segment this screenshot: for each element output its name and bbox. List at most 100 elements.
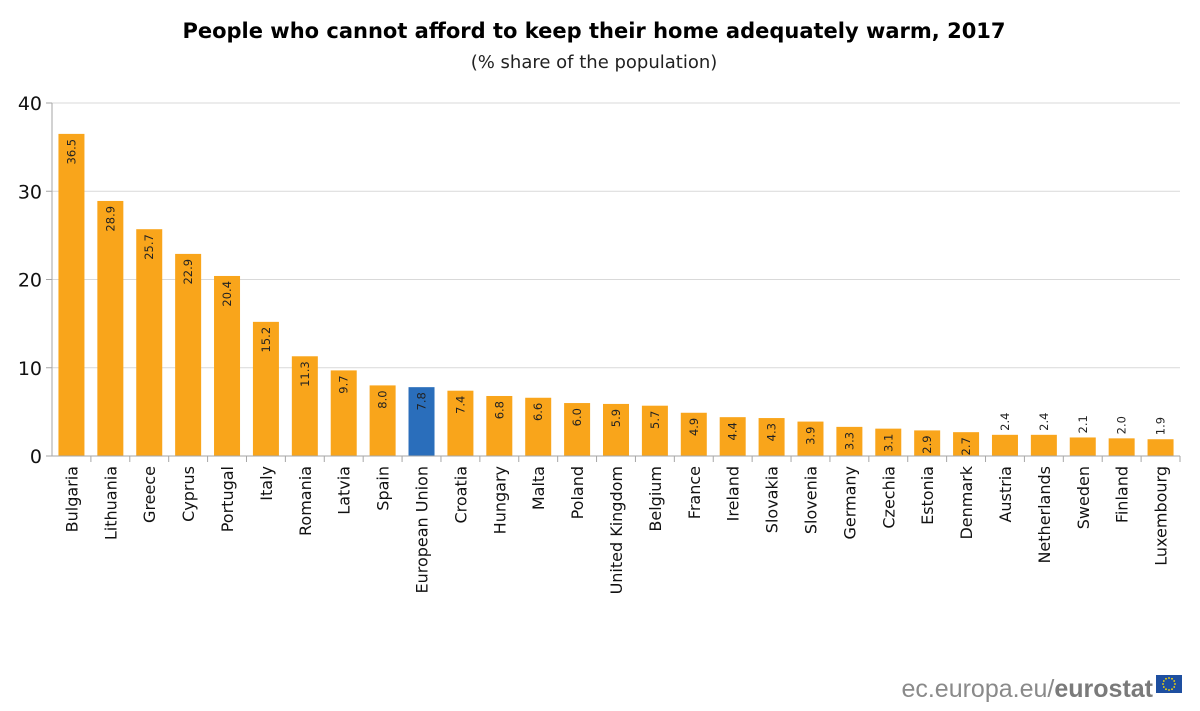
eu-star bbox=[1165, 688, 1167, 691]
x-tick-label: Estonia bbox=[918, 466, 937, 525]
x-tick-label: Spain bbox=[374, 466, 393, 511]
y-tick-label: 20 bbox=[18, 270, 42, 292]
eu-star bbox=[1171, 688, 1173, 691]
data-label: 28.9 bbox=[103, 206, 117, 232]
bar bbox=[291, 356, 318, 456]
bar bbox=[97, 200, 124, 456]
chart-subtitle: (% share of the population) bbox=[471, 52, 718, 73]
bar bbox=[58, 133, 85, 456]
bar bbox=[136, 229, 163, 456]
bar bbox=[447, 390, 474, 456]
x-tick-label: Malta bbox=[529, 466, 548, 510]
bar bbox=[214, 275, 241, 456]
chart-title: People who cannot afford to keep their h… bbox=[182, 19, 1005, 43]
bar bbox=[641, 405, 668, 456]
data-label: 5.9 bbox=[609, 409, 623, 427]
x-tick-label: Latvia bbox=[335, 466, 354, 515]
x-tick-label: Netherlands bbox=[1035, 466, 1054, 564]
data-label: 11.3 bbox=[298, 361, 312, 387]
bar bbox=[330, 370, 357, 456]
data-label: 3.1 bbox=[881, 434, 895, 452]
x-tick-label: Ireland bbox=[724, 466, 743, 521]
eu-star bbox=[1173, 686, 1176, 688]
bar bbox=[1069, 437, 1096, 456]
bar bbox=[719, 417, 746, 456]
bar bbox=[836, 426, 863, 456]
data-label: 2.4 bbox=[998, 413, 1012, 431]
eu-star bbox=[1174, 683, 1176, 685]
y-tick-label: 0 bbox=[30, 446, 42, 468]
x-tick-label: United Kingdom bbox=[607, 466, 626, 594]
data-label: 20.4 bbox=[220, 281, 234, 307]
x-tick-label: Sweden bbox=[1074, 466, 1093, 529]
data-label: 5.7 bbox=[648, 411, 662, 429]
bar bbox=[603, 403, 629, 456]
x-tick-label: Greece bbox=[140, 466, 159, 523]
data-label: 6.0 bbox=[570, 408, 584, 426]
bar bbox=[1108, 438, 1135, 456]
data-label: 3.9 bbox=[803, 427, 817, 445]
data-label: 2.7 bbox=[959, 437, 973, 455]
eu-star bbox=[1162, 680, 1165, 682]
eu-star bbox=[1168, 677, 1170, 679]
x-tick-label: Luxembourg bbox=[1152, 466, 1171, 566]
data-label: 1.9 bbox=[1154, 417, 1168, 435]
bar bbox=[797, 421, 824, 456]
bar bbox=[175, 253, 202, 456]
data-label: 7.4 bbox=[453, 396, 467, 414]
data-label: 2.1 bbox=[1076, 415, 1090, 433]
x-tick-label: Slovakia bbox=[763, 466, 782, 533]
eu-star bbox=[1162, 683, 1164, 685]
x-tick-label: Denmark bbox=[957, 465, 976, 539]
data-label: 36.5 bbox=[64, 139, 78, 165]
x-tick-label: Germany bbox=[840, 466, 859, 540]
x-tick-label: Czechia bbox=[879, 466, 898, 529]
bar bbox=[525, 397, 552, 456]
data-label: 2.4 bbox=[1037, 413, 1051, 431]
eu-star bbox=[1171, 677, 1173, 680]
x-tick-label: Romania bbox=[296, 466, 315, 536]
data-label: 6.8 bbox=[492, 401, 506, 419]
svg-text:ec.europa.eu/eurostat: ec.europa.eu/eurostat bbox=[901, 675, 1153, 703]
x-tick-label: Bulgaria bbox=[62, 466, 81, 532]
bar bbox=[1147, 439, 1174, 456]
bar bbox=[564, 403, 591, 456]
y-tick-label: 30 bbox=[18, 181, 42, 203]
bar bbox=[914, 430, 941, 456]
y-tick-label: 10 bbox=[18, 358, 42, 380]
bar bbox=[680, 412, 707, 456]
y-tick-label: 40 bbox=[18, 93, 42, 115]
data-label: 25.7 bbox=[142, 234, 156, 260]
eu-star bbox=[1162, 686, 1165, 688]
bar bbox=[369, 385, 396, 456]
bar bbox=[486, 395, 513, 456]
data-label: 9.7 bbox=[337, 375, 351, 393]
data-label: 3.3 bbox=[842, 432, 856, 450]
data-label: 15.2 bbox=[259, 327, 273, 353]
data-label: 4.9 bbox=[687, 418, 701, 436]
x-tick-label: Portugal bbox=[218, 466, 237, 532]
eu-star bbox=[1168, 689, 1170, 691]
bar bbox=[758, 418, 785, 456]
x-tick-label: Hungary bbox=[490, 466, 509, 534]
source-footer: ec.europa.eu/eurostat bbox=[901, 675, 1182, 703]
x-tick-label: Belgium bbox=[646, 466, 665, 532]
bar bbox=[953, 432, 980, 456]
x-tick-label: Lithuania bbox=[101, 466, 120, 540]
x-tick-label: Finland bbox=[1113, 466, 1132, 523]
bar bbox=[408, 387, 435, 456]
eu-star bbox=[1173, 680, 1176, 682]
source-prefix: ec.europa.eu/ bbox=[901, 675, 1054, 703]
data-label: 2.0 bbox=[1115, 416, 1129, 434]
bar bbox=[875, 428, 902, 456]
x-tick-label: Slovenia bbox=[801, 466, 820, 534]
x-tick-label: France bbox=[685, 466, 704, 519]
data-label: 7.8 bbox=[415, 392, 429, 410]
eu-star bbox=[1165, 677, 1167, 680]
x-tick-label: Poland bbox=[568, 466, 587, 519]
data-label: 4.4 bbox=[726, 422, 740, 440]
data-label: 8.0 bbox=[376, 390, 390, 408]
x-tick-label: Italy bbox=[257, 466, 276, 501]
